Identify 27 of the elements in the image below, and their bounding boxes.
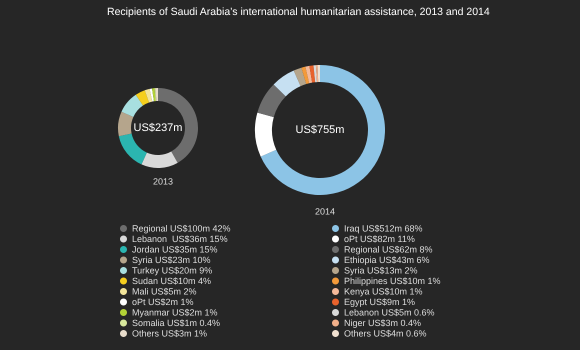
text: 2013	[152, 176, 174, 186]
legend-label: Somalia US$1m 0.4%	[132, 318, 220, 328]
text: US$755m	[296, 124, 344, 136]
legend-label: Egypt US$9m 1%	[344, 297, 416, 307]
legend-label: oPt US$82m 11%	[344, 234, 415, 244]
text: US$237m	[134, 122, 182, 134]
legend-label: Lebanon US$36m 15%	[132, 234, 228, 244]
legend-label: Sudan US$10m 4%	[132, 276, 212, 286]
legend-label: Jordan US$35m 15%	[132, 244, 218, 254]
legend-label: Regional US$100m 42%	[132, 224, 231, 234]
legend-label: Kenya US$10m 1%	[344, 286, 423, 296]
legend-label: Regional US$62m 8%	[344, 244, 433, 254]
legend-label: Lebanon US$5m 0.6%	[344, 308, 435, 318]
legend-label: oPt US$2m 1%	[132, 297, 194, 307]
legend-label: Myanmar US$2m 1%	[132, 308, 218, 318]
text: Recipients of Saudi Arabia’s international humanitarian assistance, 2013 and 2014	[107, 6, 490, 18]
legend-label: Iraq US$512m 68%	[344, 224, 423, 234]
legend-label: Mali US$5m 2%	[132, 286, 197, 296]
legend-label: Others US$3m 1%	[132, 328, 208, 338]
legend-label: Ethiopia US$43m 6%	[344, 255, 430, 265]
legend-label: Niger US$3m 0.4%	[344, 318, 422, 328]
legend-label: Philippines US$10m 1%	[344, 276, 441, 286]
legend-label: Others US$4m 0.6%	[344, 328, 427, 338]
legend-label: Syria US$23m 10%	[132, 255, 211, 265]
legend-label: Turkey US$20m 9%	[132, 266, 212, 276]
legend-label: Syria US$13m 2%	[344, 266, 418, 276]
text: 2014	[314, 206, 336, 216]
